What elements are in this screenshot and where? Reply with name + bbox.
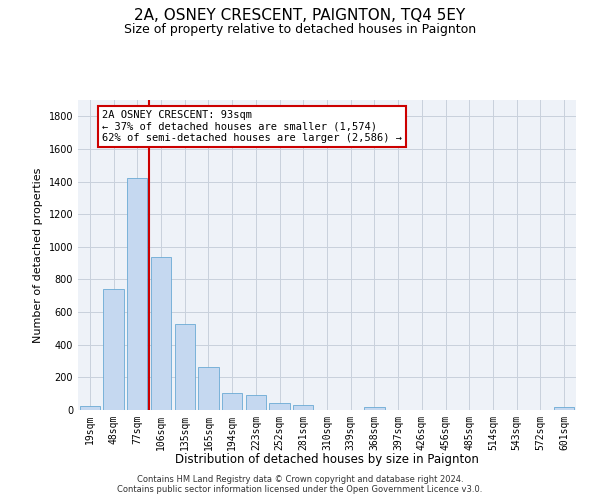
Bar: [199, 367, 218, 410]
Bar: [246, 394, 266, 410]
Bar: [222, 393, 242, 410]
Bar: [364, 407, 385, 410]
Bar: [293, 406, 313, 410]
Text: Distribution of detached houses by size in Paignton: Distribution of detached houses by size …: [175, 452, 479, 466]
Text: 2A, OSNEY CRESCENT, PAIGNTON, TQ4 5EY: 2A, OSNEY CRESCENT, PAIGNTON, TQ4 5EY: [134, 8, 466, 22]
Bar: [127, 178, 148, 410]
Text: Contains HM Land Registry data © Crown copyright and database right 2024.
Contai: Contains HM Land Registry data © Crown c…: [118, 474, 482, 494]
Bar: [554, 407, 574, 410]
Bar: [175, 324, 195, 410]
Bar: [80, 406, 100, 410]
Bar: [151, 256, 171, 410]
Text: Size of property relative to detached houses in Paignton: Size of property relative to detached ho…: [124, 22, 476, 36]
Y-axis label: Number of detached properties: Number of detached properties: [33, 168, 43, 342]
Bar: [103, 290, 124, 410]
Text: 2A OSNEY CRESCENT: 93sqm
← 37% of detached houses are smaller (1,574)
62% of sem: 2A OSNEY CRESCENT: 93sqm ← 37% of detach…: [102, 110, 402, 143]
Bar: [269, 403, 290, 410]
